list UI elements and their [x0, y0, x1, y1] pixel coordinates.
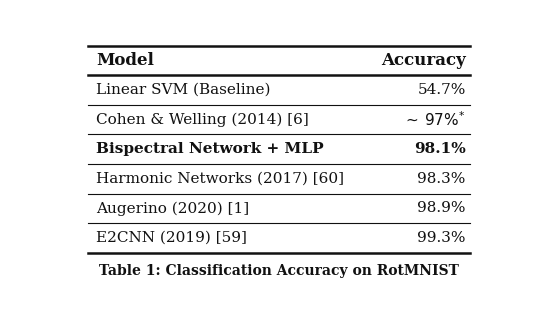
Text: 99.3%: 99.3% [418, 231, 466, 245]
Text: $\sim\, 97\%^{*}$: $\sim\, 97\%^{*}$ [404, 110, 466, 129]
Text: E2CNN (2019) [59]: E2CNN (2019) [59] [96, 231, 247, 245]
Text: Model: Model [96, 52, 154, 69]
Text: 54.7%: 54.7% [418, 83, 466, 97]
Text: Table 1: Classification Accuracy on RotMNIST: Table 1: Classification Accuracy on RotM… [99, 264, 459, 278]
Text: Cohen & Welling (2014) [6]: Cohen & Welling (2014) [6] [96, 113, 309, 127]
Text: Accuracy: Accuracy [381, 52, 466, 69]
Text: Linear SVM (Baseline): Linear SVM (Baseline) [96, 83, 271, 97]
Text: Bispectral Network + MLP: Bispectral Network + MLP [96, 142, 324, 156]
Text: 98.3%: 98.3% [418, 172, 466, 186]
Text: Augerino (2020) [1]: Augerino (2020) [1] [96, 201, 249, 216]
Text: Harmonic Networks (2017) [60]: Harmonic Networks (2017) [60] [96, 172, 344, 186]
Text: 98.1%: 98.1% [414, 142, 466, 156]
Text: 98.9%: 98.9% [418, 201, 466, 215]
